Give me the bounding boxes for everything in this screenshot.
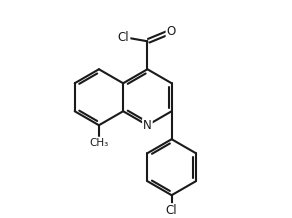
- Text: Cl: Cl: [118, 31, 129, 44]
- Text: CH₃: CH₃: [89, 138, 109, 148]
- Text: O: O: [166, 25, 176, 38]
- Text: Cl: Cl: [166, 204, 178, 217]
- Text: N: N: [143, 119, 152, 132]
